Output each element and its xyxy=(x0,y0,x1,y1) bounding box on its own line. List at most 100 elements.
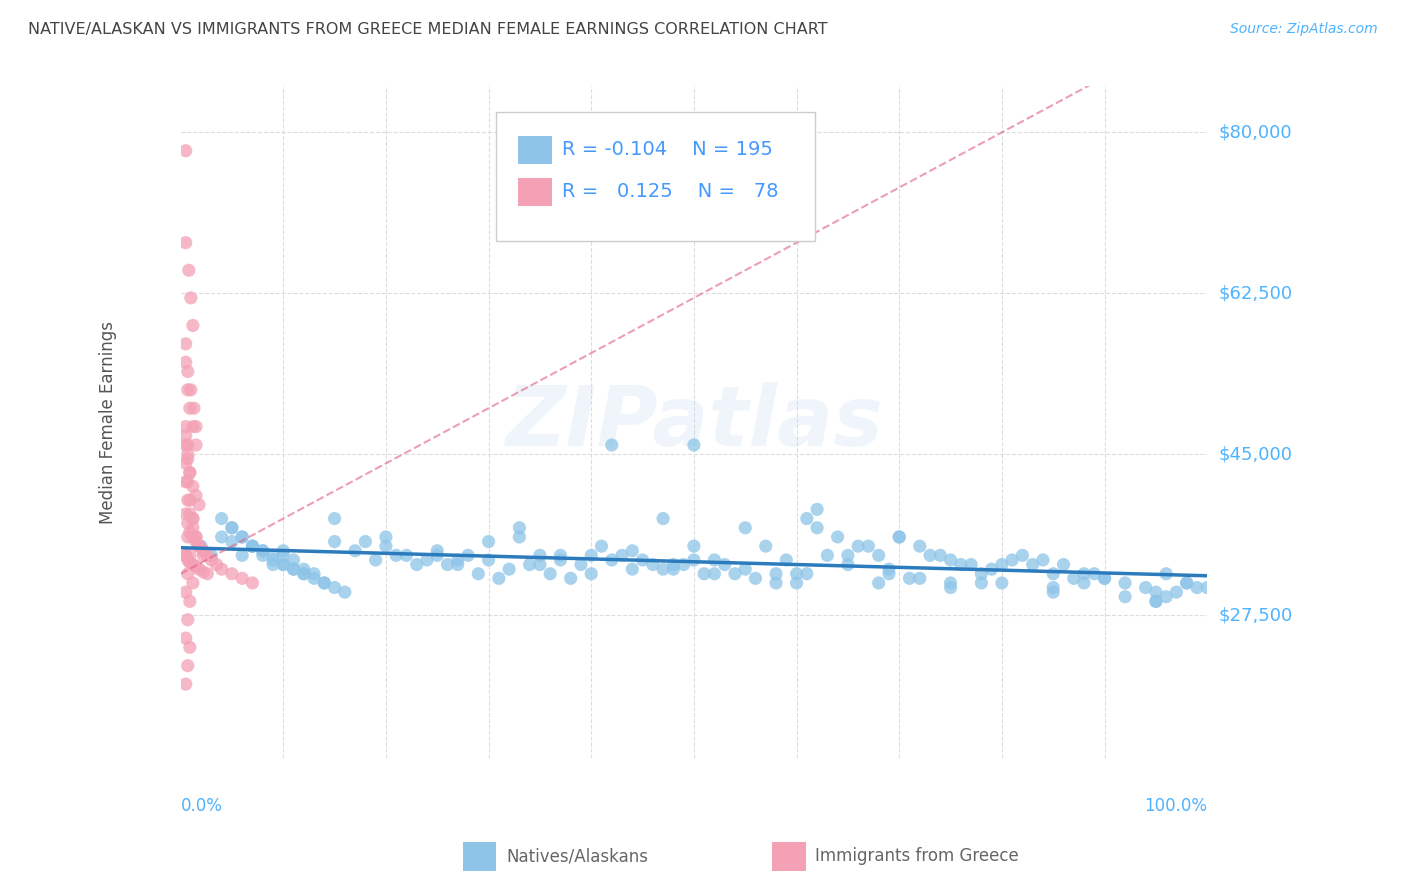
Point xyxy=(271,558,294,572)
Point xyxy=(231,549,253,563)
Point xyxy=(174,549,197,563)
Point xyxy=(177,566,200,581)
Point xyxy=(467,566,489,581)
Point xyxy=(970,576,993,591)
Point xyxy=(193,543,215,558)
Point xyxy=(385,549,408,563)
Point xyxy=(1175,576,1198,591)
Point xyxy=(252,543,274,558)
Point xyxy=(744,571,766,585)
Point xyxy=(174,631,197,645)
Point xyxy=(877,566,900,581)
Point xyxy=(734,521,756,535)
Point xyxy=(581,549,603,563)
Point xyxy=(181,511,204,525)
Point xyxy=(292,566,315,581)
Point xyxy=(560,571,582,585)
Point xyxy=(1083,566,1105,581)
Point xyxy=(447,558,470,572)
Point xyxy=(174,419,197,434)
Point xyxy=(181,511,204,525)
Point xyxy=(786,576,808,591)
Point xyxy=(174,677,197,691)
Text: R = -0.104    N = 195: R = -0.104 N = 195 xyxy=(562,140,772,160)
Point xyxy=(436,558,458,572)
Point xyxy=(529,549,551,563)
Text: $27,500: $27,500 xyxy=(1219,607,1292,624)
Point xyxy=(447,553,470,567)
Point xyxy=(344,543,367,558)
Point xyxy=(703,553,725,567)
Point xyxy=(621,562,644,576)
Point xyxy=(177,263,200,277)
Point xyxy=(174,507,197,521)
Point xyxy=(755,539,778,553)
Point xyxy=(980,562,1002,576)
Point xyxy=(177,447,200,461)
Point xyxy=(231,571,253,585)
Point xyxy=(242,576,264,591)
Point xyxy=(181,479,204,493)
Point xyxy=(724,566,747,581)
Point xyxy=(1073,566,1095,581)
Point xyxy=(179,466,201,480)
Point xyxy=(174,144,197,158)
Point xyxy=(837,549,859,563)
Point xyxy=(193,565,215,579)
Point xyxy=(550,553,572,567)
Point xyxy=(174,549,197,563)
Point xyxy=(242,539,264,553)
Point xyxy=(221,566,243,581)
Point xyxy=(662,562,685,576)
Text: NATIVE/ALASKAN VS IMMIGRANTS FROM GREECE MEDIAN FEMALE EARNINGS CORRELATION CHAR: NATIVE/ALASKAN VS IMMIGRANTS FROM GREECE… xyxy=(28,22,828,37)
Point xyxy=(221,534,243,549)
Point xyxy=(949,558,972,572)
Point xyxy=(1114,590,1136,604)
Point xyxy=(550,549,572,563)
Point xyxy=(174,336,197,351)
Point xyxy=(796,566,818,581)
Point xyxy=(179,556,201,570)
Point xyxy=(184,534,207,549)
Point xyxy=(1144,594,1167,608)
Point xyxy=(405,558,427,572)
Point xyxy=(195,549,218,563)
Point xyxy=(177,364,200,378)
Text: ZIPatlas: ZIPatlas xyxy=(505,382,883,463)
Point xyxy=(488,571,510,585)
Point xyxy=(837,558,859,572)
Point xyxy=(179,640,201,655)
Point xyxy=(1011,549,1033,563)
Point xyxy=(529,558,551,572)
Point xyxy=(374,539,396,553)
Point xyxy=(184,419,207,434)
Point xyxy=(477,534,499,549)
Point xyxy=(231,530,253,544)
Point xyxy=(179,525,201,540)
Point xyxy=(569,558,592,572)
Point xyxy=(1001,553,1024,567)
Point xyxy=(477,553,499,567)
Point xyxy=(703,566,725,581)
Point xyxy=(188,539,211,553)
Point xyxy=(1042,566,1064,581)
Point xyxy=(846,539,869,553)
Point xyxy=(1154,566,1177,581)
Point xyxy=(292,566,315,581)
Point xyxy=(683,438,706,452)
Point xyxy=(1114,576,1136,591)
Text: $45,000: $45,000 xyxy=(1219,445,1292,463)
Point xyxy=(174,235,197,250)
Point xyxy=(939,553,962,567)
Point xyxy=(1197,581,1219,595)
Point xyxy=(231,530,253,544)
Point xyxy=(426,543,449,558)
Point xyxy=(918,549,941,563)
Point xyxy=(1052,558,1074,572)
Point xyxy=(508,521,530,535)
Point xyxy=(889,530,911,544)
Text: R =   0.125    N =   78: R = 0.125 N = 78 xyxy=(562,182,778,202)
Point xyxy=(177,475,200,489)
Point xyxy=(1021,558,1043,572)
Text: 100.0%: 100.0% xyxy=(1144,797,1208,814)
